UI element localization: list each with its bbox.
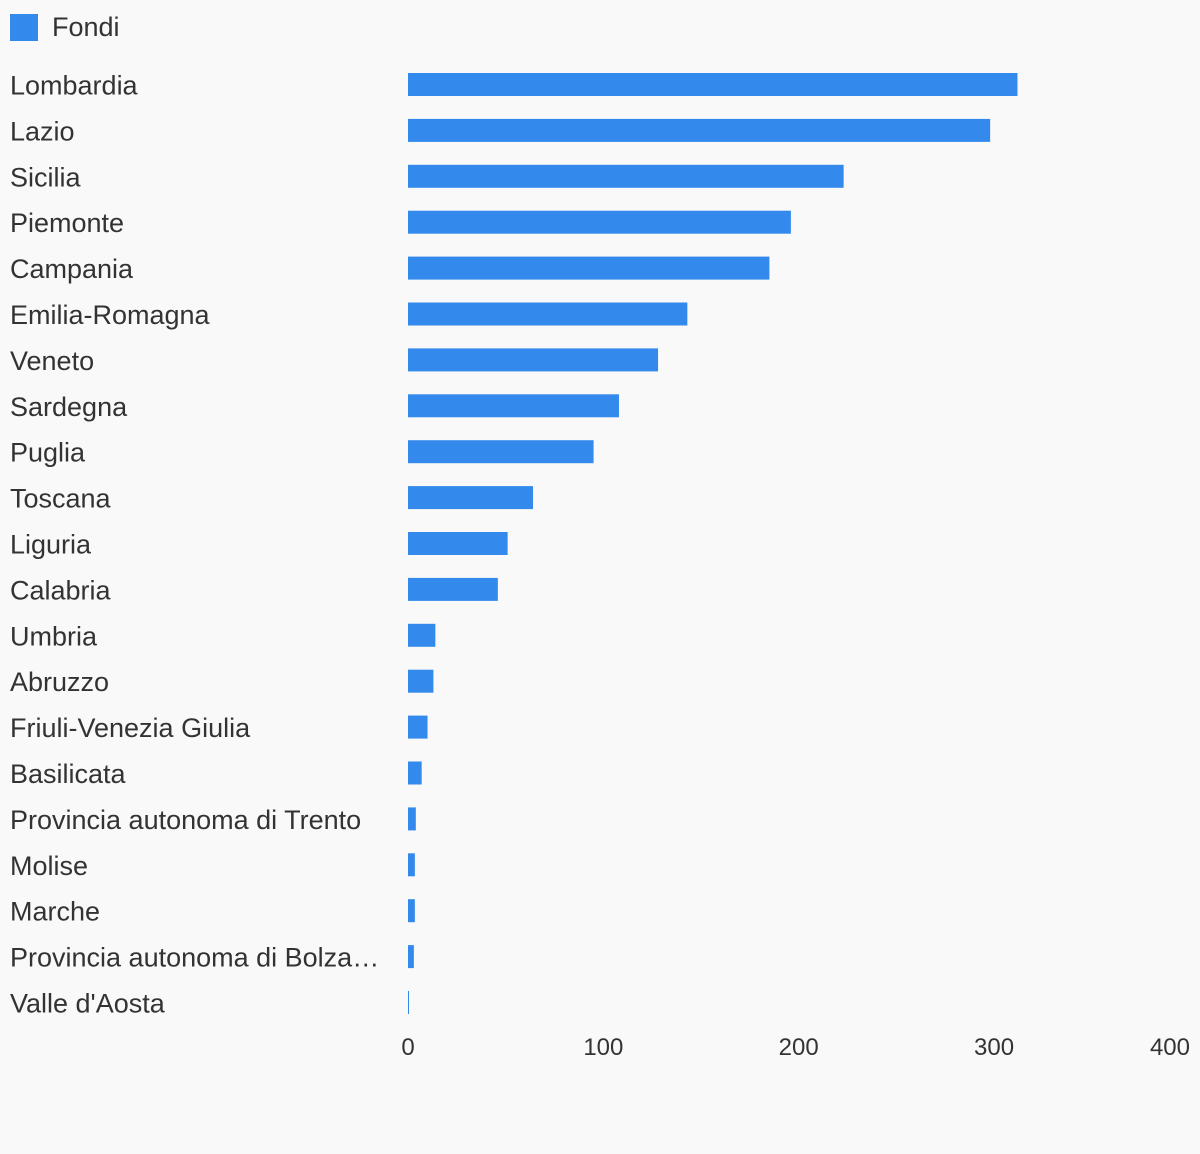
bar-abruzzo bbox=[408, 669, 434, 693]
x-tick-label-0: 0 bbox=[401, 1034, 414, 1061]
category-label-umbria: Umbria bbox=[10, 621, 98, 651]
x-tick-label-400: 400 bbox=[1150, 1034, 1190, 1061]
bar-provincia-autonoma-di-trento bbox=[408, 807, 416, 831]
category-label-abruzzo: Abruzzo bbox=[10, 667, 109, 697]
bar-molise bbox=[408, 853, 415, 877]
category-label-basilicata: Basilicata bbox=[10, 759, 127, 789]
bar-veneto bbox=[408, 348, 659, 372]
bar-toscana bbox=[408, 486, 534, 510]
legend-label-fondi: Fondi bbox=[52, 11, 120, 42]
bar-calabria bbox=[408, 577, 498, 601]
bar-provincia-autonoma-di-bolza bbox=[408, 945, 414, 969]
bar-sicilia bbox=[408, 164, 844, 188]
category-label-marche: Marche bbox=[10, 897, 100, 927]
x-tick-label-200: 200 bbox=[779, 1034, 819, 1061]
bar-valle-d-aosta bbox=[408, 991, 409, 1014]
x-tick-label-300: 300 bbox=[974, 1034, 1014, 1061]
x-axis-ticks: 0 100 200 300 400 bbox=[401, 1034, 1190, 1061]
x-tick-label-100: 100 bbox=[583, 1034, 623, 1061]
category-label-veneto: Veneto bbox=[10, 346, 94, 376]
bar-piemonte bbox=[408, 210, 791, 234]
bar-marche bbox=[408, 899, 415, 923]
chart-legend: Fondi bbox=[10, 10, 120, 44]
category-label-piemonte: Piemonte bbox=[10, 208, 124, 238]
bar-emilia-romagna bbox=[408, 302, 688, 326]
category-label-puglia: Puglia bbox=[10, 438, 86, 468]
bars bbox=[408, 73, 1018, 1014]
category-label-molise: Molise bbox=[10, 851, 88, 881]
bar-puglia bbox=[408, 440, 594, 464]
bar-friuli-venezia-giulia bbox=[408, 715, 428, 739]
category-label-liguria: Liguria bbox=[10, 530, 92, 560]
bar-umbria bbox=[408, 623, 436, 647]
category-label-sardegna: Sardegna bbox=[10, 392, 128, 422]
category-label-friuli-venezia-giulia: Friuli-Venezia Giulia bbox=[10, 713, 251, 743]
category-label-provincia-autonoma-di-bolza: Provincia autonoma di Bolza… bbox=[10, 943, 379, 973]
category-label-lazio: Lazio bbox=[10, 116, 75, 146]
bar-sardegna bbox=[408, 394, 619, 418]
category-label-toscana: Toscana bbox=[10, 484, 112, 514]
category-label-sicilia: Sicilia bbox=[10, 162, 82, 192]
category-labels: Lombardia Lazio Sicilia Piemonte Campania Emi… bbox=[10, 71, 379, 1019]
bar-basilicata bbox=[408, 761, 422, 785]
category-label-provincia-autonoma-di-trento: Provincia autonoma di Trento bbox=[10, 805, 361, 835]
bar-campania bbox=[408, 256, 770, 280]
category-label-campania: Campania bbox=[10, 254, 134, 284]
category-label-calabria: Calabria bbox=[10, 575, 112, 605]
bar-lazio bbox=[408, 118, 991, 142]
category-label-valle-d-aosta: Valle d'Aosta bbox=[10, 989, 166, 1019]
bar-liguria bbox=[408, 532, 508, 555]
bar-lombardia bbox=[408, 73, 1018, 96]
legend-swatch-fondi bbox=[10, 13, 38, 41]
category-label-emilia-romagna: Emilia-Romagna bbox=[10, 300, 211, 330]
category-label-lombardia: Lombardia bbox=[10, 71, 139, 101]
